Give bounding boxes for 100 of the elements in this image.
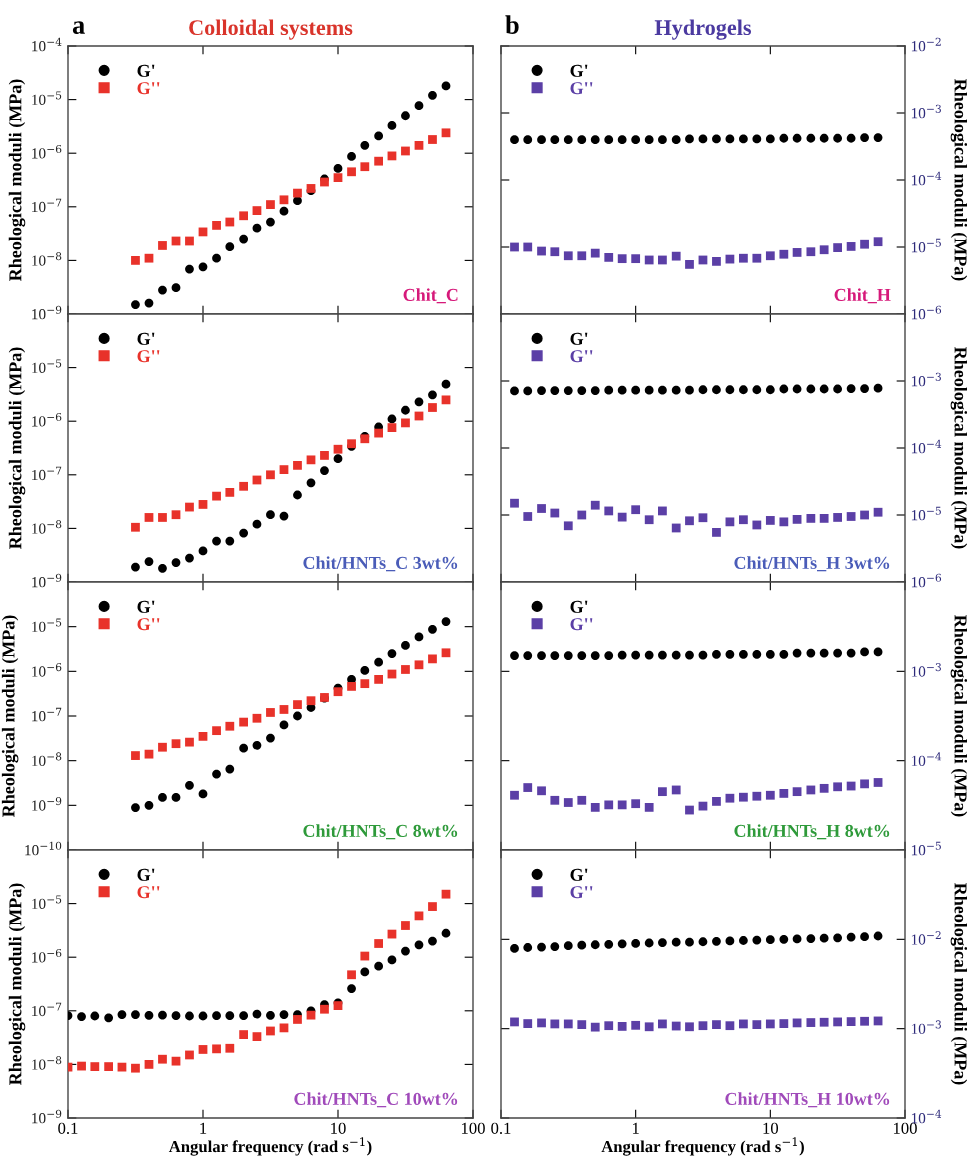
point	[428, 403, 437, 412]
point	[387, 649, 397, 658]
point	[293, 700, 302, 709]
point	[590, 651, 600, 660]
legend-label: G'	[137, 868, 155, 881]
point	[401, 111, 410, 121]
point	[792, 648, 802, 658]
point	[131, 751, 140, 760]
point	[225, 242, 235, 252]
x-tick-label: 0.1	[491, 1122, 511, 1134]
point	[577, 940, 587, 950]
point	[333, 173, 343, 183]
point	[806, 133, 816, 143]
y-tick-label: 10$^{−8}$	[32, 252, 62, 266]
point	[712, 256, 721, 266]
y-tick-label: 10$^{−8}$	[32, 1056, 62, 1070]
point	[577, 135, 587, 145]
point	[523, 386, 533, 396]
point	[225, 487, 235, 497]
point	[104, 1062, 114, 1071]
point	[550, 942, 560, 951]
point	[873, 931, 883, 941]
point	[441, 928, 451, 938]
annotation: Chit/HNTs_C 3wt%	[303, 556, 458, 572]
point	[860, 1016, 869, 1026]
y-tick-label: 10$^{−4}$	[911, 1109, 942, 1124]
point	[725, 1021, 735, 1031]
point	[360, 679, 370, 689]
point	[144, 800, 154, 810]
point	[765, 385, 775, 395]
point	[185, 236, 194, 246]
point	[239, 528, 249, 538]
point	[819, 514, 829, 523]
point	[698, 385, 708, 395]
point	[712, 797, 721, 806]
point	[374, 961, 384, 971]
point	[617, 512, 627, 522]
x-tick-label: 100	[461, 1122, 485, 1134]
point	[387, 414, 397, 424]
point	[833, 1017, 843, 1027]
text: b	[505, 15, 519, 34]
point	[739, 1019, 748, 1029]
point	[617, 800, 627, 810]
point	[158, 563, 167, 573]
y-axis-title: Rheological moduli (MPa)	[1, 615, 19, 817]
point	[77, 1061, 86, 1071]
point	[347, 152, 356, 161]
point	[401, 641, 410, 650]
point	[671, 1021, 681, 1031]
point	[441, 379, 451, 389]
point	[158, 1010, 167, 1020]
point	[537, 246, 546, 256]
point	[510, 386, 519, 396]
point	[779, 133, 789, 143]
point	[590, 1022, 600, 1032]
point	[537, 1018, 546, 1028]
point	[239, 1011, 249, 1021]
legend-label: G'	[137, 332, 155, 345]
point	[293, 1015, 302, 1024]
point	[752, 253, 762, 263]
point	[131, 803, 140, 812]
point	[537, 651, 546, 660]
point	[374, 131, 384, 141]
point	[604, 385, 614, 395]
y-tick-label: 10$^{−6}$	[911, 573, 942, 588]
y-tick-label: 10$^{−7}$	[32, 466, 62, 481]
point	[819, 933, 829, 943]
point	[617, 254, 627, 264]
point	[604, 939, 614, 949]
point	[279, 720, 289, 730]
point	[347, 682, 356, 691]
point	[819, 783, 829, 793]
point	[860, 647, 869, 657]
point	[158, 513, 167, 522]
point	[428, 654, 437, 664]
point	[563, 1019, 573, 1029]
point	[658, 938, 667, 947]
point	[765, 935, 775, 945]
point	[712, 936, 721, 946]
point	[428, 90, 437, 100]
point	[171, 739, 181, 749]
point	[441, 648, 451, 658]
point	[604, 651, 614, 660]
point	[537, 786, 546, 796]
point	[725, 649, 735, 659]
point	[577, 251, 587, 261]
point	[779, 249, 789, 259]
point	[185, 780, 194, 790]
point	[739, 649, 748, 659]
y-axis-title: Rheological moduli (MPa)	[950, 347, 967, 549]
legend-label: G'	[570, 600, 588, 613]
point	[401, 665, 410, 674]
point	[739, 385, 748, 395]
point	[685, 260, 694, 269]
point	[537, 504, 546, 513]
point	[563, 941, 573, 951]
point	[644, 255, 654, 265]
point	[765, 134, 775, 144]
point	[293, 188, 302, 198]
y-tick-label: 10$^{−6}$	[32, 948, 62, 963]
